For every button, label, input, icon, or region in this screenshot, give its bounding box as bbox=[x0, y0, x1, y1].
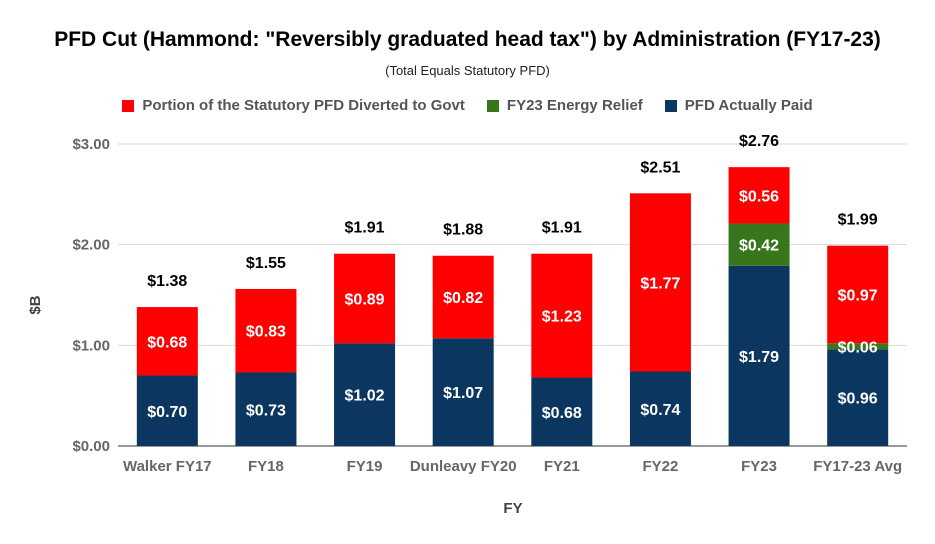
bar-segment bbox=[235, 372, 297, 446]
segment-label: $1.07 bbox=[443, 385, 483, 402]
legend-label-energy-relief: FY23 Energy Relief bbox=[506, 97, 643, 114]
total-label: $1.88 bbox=[443, 222, 483, 239]
bar-segment bbox=[728, 223, 790, 266]
segment-label: $0.56 bbox=[739, 188, 779, 205]
segment-label: $0.06 bbox=[838, 339, 878, 356]
legend-swatch-paid bbox=[664, 99, 677, 112]
segment-label: $0.82 bbox=[443, 290, 483, 307]
bar-segment bbox=[136, 307, 198, 376]
segment-label: $0.83 bbox=[246, 324, 286, 341]
bar-segment bbox=[827, 245, 889, 344]
segment-label: $0.42 bbox=[739, 238, 779, 255]
x-tick-label: FY23 bbox=[741, 458, 777, 475]
total-label: $1.91 bbox=[542, 220, 582, 237]
x-tick-label: FY17-23 Avg bbox=[813, 458, 902, 475]
x-tick-label: FY21 bbox=[544, 458, 580, 475]
legend-item-energy-relief: FY23 Energy Relief bbox=[486, 97, 643, 114]
y-tick-label: $1.00 bbox=[72, 337, 110, 354]
data-labels: $0.70 $0.68 $1.38 $0.73 $0.83 $1.55 $1.02 $0.89… bbox=[147, 133, 878, 422]
x-tick-label: FY18 bbox=[248, 458, 284, 475]
total-label: $1.99 bbox=[838, 212, 878, 229]
bar-segment bbox=[728, 265, 790, 446]
segment-label: $1.79 bbox=[739, 349, 779, 366]
axes: $0.00 $1.00 $2.00 $3.00 Walker FY17 FY18 FY19 D… bbox=[72, 136, 902, 475]
bar-segment bbox=[432, 338, 494, 446]
segment-label: $1.23 bbox=[542, 309, 582, 326]
segment-label: $0.68 bbox=[147, 334, 187, 351]
segment-label: $0.73 bbox=[246, 402, 286, 419]
bar-segment bbox=[136, 375, 198, 446]
x-tick-label: FY19 bbox=[347, 458, 383, 475]
y-axis-title: $B bbox=[27, 295, 44, 314]
chart-subtitle: (Total Equals Statutory PFD) bbox=[385, 63, 550, 78]
segment-label: $1.02 bbox=[345, 388, 385, 405]
bar-segment bbox=[827, 349, 889, 446]
bar-segment bbox=[235, 288, 297, 373]
legend-swatch-energy-relief bbox=[486, 99, 499, 112]
bar-segment bbox=[728, 167, 790, 224]
segment-label: $0.89 bbox=[345, 292, 385, 309]
bar-segment bbox=[827, 343, 889, 350]
y-tick-label: $3.00 bbox=[72, 136, 110, 153]
bars bbox=[136, 167, 889, 446]
x-tick-label: Dunleavy FY20 bbox=[410, 458, 517, 475]
total-label: $1.91 bbox=[345, 220, 385, 237]
segment-label: $1.77 bbox=[640, 275, 680, 292]
legend-item-paid: PFD Actually Paid bbox=[664, 97, 813, 114]
x-axis-title: FY bbox=[503, 500, 522, 517]
segment-label: $0.70 bbox=[147, 404, 187, 421]
x-tick-label: FY22 bbox=[643, 458, 679, 475]
y-tick-label: $0.00 bbox=[72, 438, 110, 455]
chart-title: PFD Cut (Hammond: "Reversibly graduated … bbox=[54, 28, 881, 51]
total-label: $2.76 bbox=[739, 133, 779, 150]
y-tick-label: $2.00 bbox=[72, 237, 110, 254]
segment-label: $0.74 bbox=[640, 402, 680, 419]
legend-item-diverted: Portion of the Statutory PFD Diverted to… bbox=[122, 97, 465, 114]
bar-segment bbox=[334, 253, 396, 344]
legend-label-diverted: Portion of the Statutory PFD Diverted to… bbox=[142, 97, 465, 114]
total-label: $2.51 bbox=[640, 159, 680, 176]
segment-label: $0.96 bbox=[838, 391, 878, 408]
legend-swatch-diverted bbox=[122, 99, 135, 112]
bar-segment bbox=[334, 343, 396, 446]
bar-segment bbox=[531, 253, 593, 378]
x-tick-label: Walker FY17 bbox=[123, 458, 212, 475]
segment-label: $0.97 bbox=[838, 287, 878, 304]
bar-segment bbox=[629, 371, 691, 446]
bar-segment bbox=[432, 255, 494, 339]
legend: Portion of the Statutory PFD Diverted to… bbox=[0, 97, 935, 114]
segment-label: $0.68 bbox=[542, 405, 582, 422]
bar-segment bbox=[531, 377, 593, 446]
legend-label-paid: PFD Actually Paid bbox=[684, 97, 813, 114]
bar-segment bbox=[629, 193, 691, 372]
total-label: $1.38 bbox=[147, 273, 187, 290]
total-label: $1.55 bbox=[246, 255, 286, 272]
